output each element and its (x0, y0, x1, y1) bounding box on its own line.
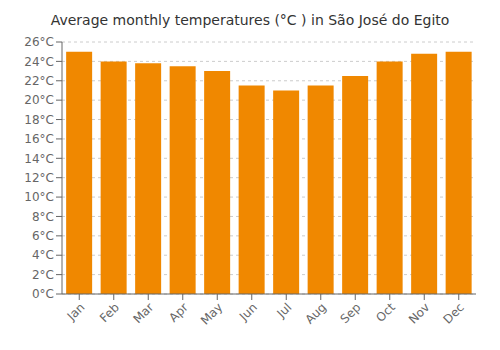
svg-text:8°C: 8°C (32, 210, 54, 224)
svg-text:Aug: Aug (302, 300, 328, 326)
svg-text:Feb: Feb (97, 300, 122, 325)
svg-text:Jul: Jul (274, 300, 295, 321)
svg-text:May: May (198, 300, 225, 327)
svg-text:22°C: 22°C (24, 74, 54, 88)
svg-text:Apr: Apr (166, 300, 191, 325)
svg-text:Mar: Mar (130, 300, 156, 326)
svg-text:2°C: 2°C (32, 268, 54, 282)
svg-text:0°C: 0°C (32, 287, 54, 301)
svg-text:18°C: 18°C (24, 113, 54, 127)
svg-text:24°C: 24°C (24, 55, 54, 69)
svg-text:6°C: 6°C (32, 229, 54, 243)
svg-text:10°C: 10°C (24, 190, 54, 204)
svg-text:26°C: 26°C (24, 35, 54, 49)
svg-text:14°C: 14°C (24, 152, 54, 166)
svg-text:Sep: Sep (337, 300, 363, 326)
svg-text:Jun: Jun (236, 300, 260, 324)
svg-text:Dec: Dec (441, 300, 467, 326)
svg-text:4°C: 4°C (32, 248, 54, 262)
svg-text:Jan: Jan (64, 300, 88, 324)
svg-text:20°C: 20°C (24, 93, 54, 107)
svg-text:12°C: 12°C (24, 171, 54, 185)
svg-text:Oct: Oct (373, 300, 398, 325)
svg-text:Nov: Nov (406, 300, 432, 326)
svg-text:16°C: 16°C (24, 132, 54, 146)
html-text:Average monthly temperatures (: Average monthly temperatures (°C ) in Sã… (50, 12, 450, 28)
